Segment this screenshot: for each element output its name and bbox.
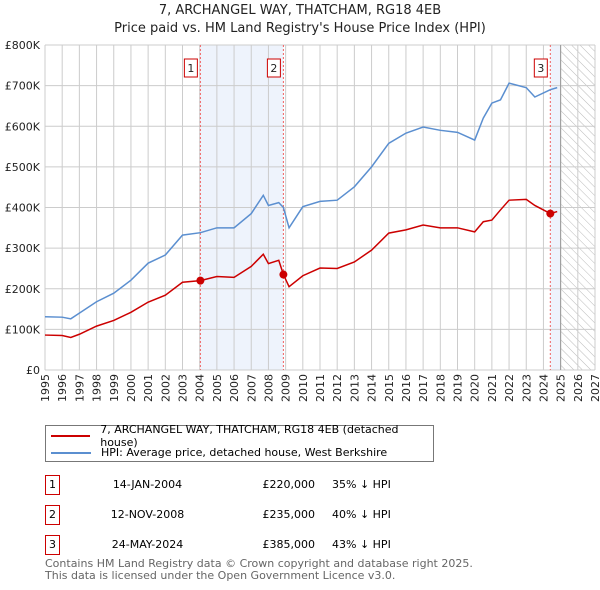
x-tick-label: 2026	[572, 374, 585, 402]
sale-number: 2	[45, 505, 60, 525]
x-tick-label: 2018	[434, 374, 447, 402]
footer-line: Contains HM Land Registry data © Crown c…	[45, 557, 473, 570]
sale-point	[279, 270, 288, 279]
sale-price: £220,000	[262, 478, 316, 491]
sale-date: 24-MAY-2024	[111, 538, 184, 551]
x-tick-label: 2003	[177, 374, 190, 402]
sale-date: 12-NOV-2008	[110, 508, 185, 521]
x-tick-label: 2002	[159, 374, 172, 402]
x-tick-label: 1997	[73, 374, 86, 402]
x-tick-label: 2004	[194, 374, 207, 402]
x-tick-label: 2019	[452, 374, 465, 402]
x-tick-label: 2024	[537, 374, 550, 402]
y-tick-label: £700K	[5, 80, 41, 93]
x-tick-label: 2020	[469, 374, 482, 402]
x-tick-label: 2008	[262, 374, 275, 402]
x-tick-label: 2023	[520, 374, 533, 402]
sale-point	[196, 276, 205, 285]
sale-price: £385,000	[262, 538, 316, 551]
sale-point	[546, 209, 555, 218]
x-tick-label: 2017	[417, 374, 430, 402]
sale-hpi-diff: 40% ↓ HPI	[332, 508, 391, 521]
sale-label-box	[533, 58, 548, 78]
x-tick-label: 2009	[280, 374, 293, 402]
sale-label: 3	[537, 62, 544, 75]
x-tick-label: 2021	[486, 374, 499, 402]
plot-area: 1995 1996 1997 1998 1999 2000 2001 2002 2003 2004…	[5, 39, 600, 402]
x-tick-label: 2014	[366, 374, 379, 402]
y-tick-label: £800K	[5, 39, 41, 52]
sale-hpi-diff: 35% ↓ HPI	[332, 478, 391, 491]
x-tick-label: 1995	[39, 374, 52, 402]
y-tick-label: £600K	[5, 120, 41, 133]
x-tick-label: 2013	[348, 374, 361, 402]
x-tick-label: 1996	[56, 374, 69, 402]
x-tick-label: 2011	[314, 374, 327, 402]
series-line	[44, 198, 558, 339]
x-tick-label: 2016	[400, 374, 413, 402]
legend-item-property: 7, ARCHANGEL WAY, THATCHAM, RG18 4EB (de…	[46, 423, 433, 449]
legend-item-hpi: HPI: Average price, detached house, West…	[46, 444, 387, 461]
x-tick-label: 2010	[297, 374, 310, 402]
x-tick-label: 2012	[331, 374, 344, 402]
sale-label: 2	[270, 62, 277, 75]
y-tick-label: £100K	[5, 323, 41, 336]
legend: 7, ARCHANGEL WAY, THATCHAM, RG18 4EB (de…	[45, 423, 434, 462]
legend-label: 7, ARCHANGEL WAY, THATCHAM, RG18 4EB (de…	[100, 422, 399, 449]
sale-label-box	[183, 58, 198, 78]
y-tick-label: £0	[26, 364, 40, 377]
x-tick-label: 1998	[91, 374, 104, 402]
footer-line: This data is licensed under the Open Gov…	[45, 569, 396, 582]
x-tick-label: 2022	[503, 374, 516, 402]
x-tick-label: 2005	[211, 374, 224, 402]
y-tick-label: £400K	[5, 202, 41, 215]
legend-swatch-blue	[51, 451, 91, 454]
x-tick-label: 2015	[383, 374, 396, 402]
sale-number: 1	[45, 475, 60, 495]
chart-title: 7, ARCHANGEL WAY, THATCHAM, RG18 4EB	[158, 3, 442, 18]
legend-swatch-red	[51, 434, 91, 437]
sale-price: £235,000	[262, 508, 316, 521]
x-tick-label: 2000	[125, 374, 138, 402]
x-tick-label: 2007	[245, 374, 258, 402]
y-tick-label: £500K	[5, 161, 41, 174]
x-tick-label: 2006	[228, 374, 241, 402]
sale-label-box	[266, 58, 281, 78]
footer: Contains HM Land Registry data © Crown c…	[45, 558, 473, 582]
x-tick-label: 2027	[589, 374, 600, 402]
chart-subtitle: Price paid vs. HM Land Registry's House …	[114, 21, 486, 36]
x-tick-label: 2001	[142, 374, 155, 402]
sale-date: 14-JAN-2004	[112, 478, 183, 491]
x-tick-label: 1999	[108, 374, 121, 402]
sale-label: 1	[187, 62, 194, 75]
sale-number: 3	[45, 535, 60, 555]
sale-hpi-diff: 43% ↓ HPI	[332, 538, 391, 551]
y-tick-label: £300K	[5, 242, 41, 255]
y-tick-label: £200K	[5, 283, 41, 296]
legend-label: HPI: Average price, detached house, West…	[101, 446, 388, 459]
series-line	[44, 82, 558, 320]
x-tick-label: 2025	[555, 374, 568, 402]
